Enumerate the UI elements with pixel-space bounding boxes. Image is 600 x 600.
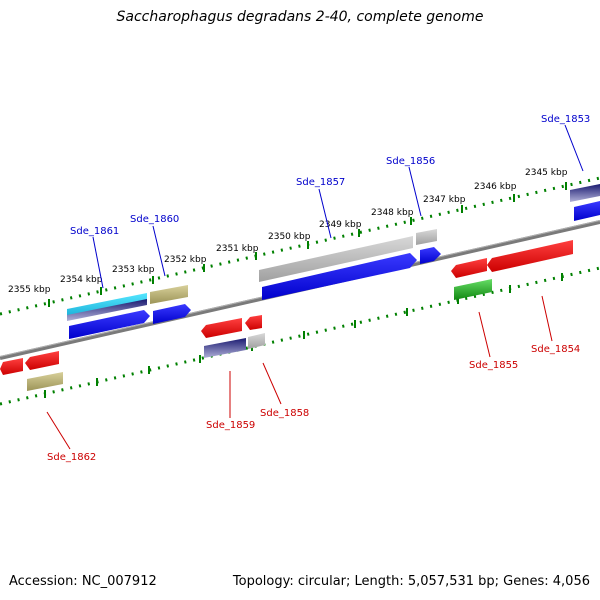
gene-arrow-gray <box>248 333 265 349</box>
accession-text: Accession: NC_007912 <box>9 574 157 589</box>
gene-label-sde1860: Sde_1860 <box>130 214 179 225</box>
gene-arrow-sde1854 <box>487 240 573 272</box>
tick-label: 2351 kbp <box>216 244 259 254</box>
gene-arrow-blue <box>69 310 150 339</box>
gene-arrow-sde1862 <box>0 358 23 375</box>
gene-arrow-sde1857 <box>259 236 413 282</box>
gene-arrow-sde1855 <box>451 258 487 278</box>
tick-label: 2348 kbp <box>371 208 414 218</box>
tick-label: 2345 kbp <box>525 168 568 178</box>
gene-label-sde1853: Sde_1853 <box>541 114 590 125</box>
scale-track-bottom <box>0 266 600 406</box>
genome-title: Saccharophagus degradans 2-40, complete … <box>116 9 484 25</box>
gene-arrow-sde1856 <box>416 229 437 245</box>
top-strand-genes <box>67 184 600 339</box>
gene-label-sde1858: Sde_1858 <box>260 408 309 419</box>
tick-label: 2353 kbp <box>112 265 155 275</box>
bottom-gene-labels: Sde_1862 Sde_1859 Sde_1858 Sde_1855 Sde_… <box>46 295 580 463</box>
gene-arrow-red <box>25 351 59 370</box>
gene-arrow-sde1861b <box>67 299 147 321</box>
gene-label-sde1856: Sde_1856 <box>386 156 435 167</box>
gene-arrow-blue <box>262 253 417 300</box>
gene-arrow-blue <box>153 304 191 324</box>
gene-arrow-sde1853 <box>570 184 600 202</box>
tick-label: 2350 kbp <box>268 232 311 242</box>
gene-arrow-blue <box>420 247 441 264</box>
gene-label-sde1854: Sde_1854 <box>531 344 580 355</box>
tick-label: 2355 kbp <box>8 285 51 295</box>
gene-arrow-sde1860 <box>150 285 188 304</box>
top-gene-labels: Sde_1861 Sde_1860 Sde_1857 Sde_1856 Sde_… <box>70 114 590 289</box>
tick-label: 2346 kbp <box>474 182 517 192</box>
gene-arrow-green <box>454 279 492 300</box>
major-ticks <box>48 182 567 307</box>
gene-arrow-sde1859 <box>201 318 242 338</box>
gene-label-sde1855: Sde_1855 <box>469 360 518 371</box>
genome-info-text: Topology: circular; Length: 5,057,531 bp… <box>232 574 590 589</box>
gene-arrow-sde1858 <box>245 315 262 330</box>
tick-label: 2349 kbp <box>319 220 362 230</box>
gene-label-sde1862: Sde_1862 <box>47 452 96 463</box>
gene-arrow-navy <box>204 338 246 358</box>
tick-label: 2352 kbp <box>164 255 207 265</box>
gene-label-sde1861: Sde_1861 <box>70 226 119 237</box>
gene-arrow-khaki <box>27 372 63 391</box>
gene-label-sde1857: Sde_1857 <box>296 177 345 188</box>
scale-track-top <box>0 176 600 316</box>
gene-label-sde1859: Sde_1859 <box>206 420 255 431</box>
tick-label: 2347 kbp <box>423 195 466 205</box>
gene-arrow-blue <box>574 201 600 221</box>
bottom-strand-genes <box>0 240 573 391</box>
tick-label: 2354 kbp <box>60 275 103 285</box>
